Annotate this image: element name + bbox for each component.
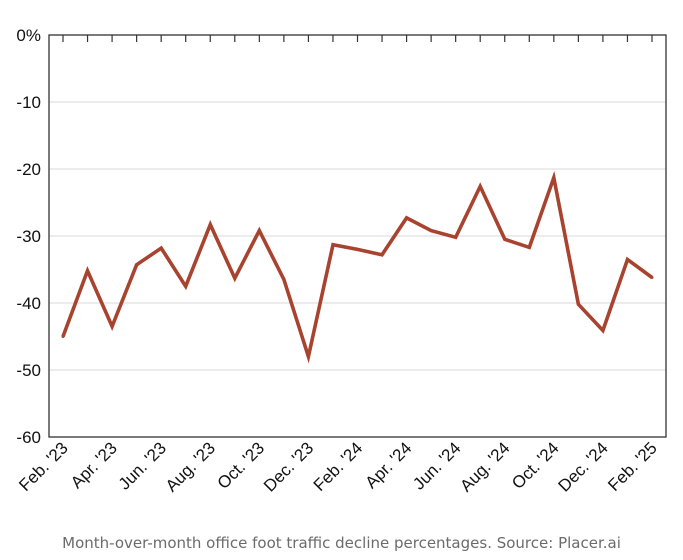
y-tick-label: -60	[16, 428, 41, 447]
y-tick-label: -30	[16, 227, 41, 246]
data-point	[625, 257, 629, 261]
data-point	[478, 184, 482, 188]
x-tick-label: Aug. '23	[162, 438, 219, 495]
x-tick-label: Jun. '24	[409, 438, 464, 493]
data-point	[503, 237, 507, 241]
series-layer	[61, 170, 654, 364]
chart-caption: Month-over-month office foot traffic dec…	[62, 534, 621, 552]
data-point	[454, 235, 458, 239]
data-point	[650, 276, 654, 280]
data-point	[61, 335, 65, 338]
data-point	[527, 245, 531, 249]
y-tick-label: -10	[16, 93, 41, 112]
x-tick-label: Aug. '24	[456, 438, 513, 495]
x-tick-label: Feb. '24	[310, 438, 367, 495]
x-tick-label: Jun. '23	[115, 438, 170, 493]
data-point	[86, 269, 90, 273]
x-tick-label: Feb. '25	[604, 438, 661, 495]
data-point	[159, 246, 163, 250]
data-point	[110, 324, 114, 328]
x-tick-label: Apr. '23	[67, 438, 121, 492]
data-point	[282, 278, 286, 282]
x-tick-label: Oct. '23	[214, 438, 268, 492]
y-axis-ticks: 0% -10 -20 -30 -40 -50 -60	[16, 26, 41, 447]
data-point	[135, 263, 139, 267]
data-point	[601, 328, 605, 332]
x-tick-label: Dec. '23	[260, 438, 317, 495]
data-point	[257, 229, 261, 233]
y-tick-label: -40	[16, 294, 41, 313]
y-tick-label: 0%	[16, 26, 41, 45]
data-point	[184, 284, 188, 288]
data-point	[208, 223, 212, 227]
x-tick-label: Oct. '24	[508, 438, 562, 492]
data-point	[552, 176, 556, 180]
x-tick-label: Apr. '24	[362, 438, 416, 492]
y-tick-label: -20	[16, 160, 41, 179]
data-point	[233, 276, 237, 280]
data-point	[576, 302, 580, 306]
series-line	[61, 170, 654, 364]
data-point	[405, 216, 409, 220]
y-tick-label: -50	[16, 361, 41, 380]
x-tick-label: Dec. '24	[555, 438, 612, 495]
data-point	[356, 247, 359, 251]
data-point	[331, 243, 335, 247]
data-point	[380, 253, 384, 257]
data-point	[306, 355, 310, 359]
gridlines	[49, 101, 666, 371]
data-point	[429, 229, 433, 233]
